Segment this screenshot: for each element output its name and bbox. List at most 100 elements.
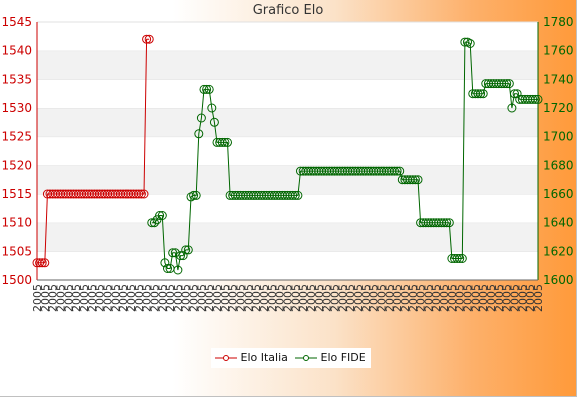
data-point-elo-italia bbox=[35, 258, 45, 268]
y-left-tick-label: 1530 bbox=[1, 101, 32, 115]
y-left-tick-label: 1510 bbox=[1, 216, 32, 230]
data-point-elo-fide bbox=[395, 166, 405, 176]
x-tick-label: 2005 bbox=[274, 284, 287, 312]
data-point-elo-fide bbox=[202, 84, 212, 94]
data-point-elo-fide bbox=[408, 175, 418, 185]
data-point-elo-fide bbox=[444, 218, 454, 228]
legend-swatch-italia bbox=[215, 355, 237, 361]
data-point-elo-fide bbox=[442, 218, 452, 228]
y-right-tick-label: 1740 bbox=[543, 72, 574, 86]
data-point-elo-fide bbox=[507, 103, 517, 113]
x-tick-label: 2005 bbox=[219, 284, 232, 312]
x-tick-label: 2005 bbox=[415, 284, 428, 312]
x-tick-label: 2005 bbox=[454, 284, 467, 312]
x-tick-label: 2005 bbox=[141, 284, 154, 312]
y-left-tick-label: 1500 bbox=[1, 273, 32, 287]
data-point-elo-fide bbox=[290, 190, 300, 200]
data-point-elo-italia bbox=[144, 34, 154, 44]
x-tick-label: 2005 bbox=[78, 284, 91, 312]
y-right-tick-label: 1760 bbox=[543, 44, 574, 58]
data-point-elo-fide bbox=[160, 258, 170, 268]
grid-band bbox=[37, 79, 538, 108]
data-point-elo-fide bbox=[196, 113, 206, 123]
y-left-tick-label: 1520 bbox=[1, 158, 32, 172]
data-point-elo-fide bbox=[181, 245, 191, 255]
y-right-tick-label: 1600 bbox=[543, 273, 574, 287]
data-point-elo-fide bbox=[217, 137, 227, 147]
data-point-elo-fide bbox=[220, 137, 230, 147]
legend-label-fide: Elo FIDE bbox=[320, 351, 366, 364]
data-point-elo-fide bbox=[530, 94, 540, 104]
grid-band bbox=[37, 165, 538, 194]
data-point-elo-italia bbox=[142, 34, 152, 44]
data-point-elo-italia bbox=[139, 189, 149, 199]
x-tick-label: 2005 bbox=[266, 284, 279, 312]
x-tick-label: 2005 bbox=[86, 284, 99, 312]
x-tick-label: 2005 bbox=[62, 284, 75, 312]
data-point-elo-fide bbox=[439, 218, 449, 228]
x-tick-label: 2005 bbox=[227, 284, 240, 312]
data-point-elo-fide bbox=[452, 254, 462, 263]
data-point-elo-fide bbox=[473, 89, 483, 99]
legend: Elo Italia Elo FIDE bbox=[211, 348, 371, 368]
data-point-elo-fide bbox=[499, 79, 509, 89]
x-tick-label: 2005 bbox=[407, 284, 420, 312]
grid-band bbox=[37, 222, 538, 252]
data-point-elo-fide bbox=[455, 254, 465, 263]
chart-title: Grafico Elo bbox=[252, 3, 324, 18]
x-tick-label: 2005 bbox=[313, 284, 326, 312]
data-point-elo-fide bbox=[149, 218, 159, 228]
x-tick-label: 2005 bbox=[360, 284, 373, 312]
data-point-elo-fide bbox=[390, 166, 399, 176]
x-tick-label: 2005 bbox=[125, 284, 138, 312]
x-tick-label: 2005 bbox=[469, 284, 482, 312]
x-tick-label: 2005 bbox=[133, 284, 146, 312]
data-point-elo-fide bbox=[512, 89, 522, 99]
data-point-elo-fide bbox=[510, 89, 519, 99]
y-left-tick-label: 1505 bbox=[1, 244, 32, 258]
x-tick-label: 2005 bbox=[462, 284, 475, 312]
x-tick-label: 2005 bbox=[501, 284, 514, 312]
x-tick-label: 2005 bbox=[509, 284, 522, 312]
x-tick-label: 2005 bbox=[172, 284, 185, 312]
data-point-elo-fide bbox=[191, 190, 201, 200]
y-left-tick-label: 1525 bbox=[1, 130, 32, 144]
x-tick-label: 2005 bbox=[352, 284, 365, 312]
y-left-tick-label: 1535 bbox=[1, 72, 32, 86]
y-left-tick-label: 1545 bbox=[1, 15, 32, 29]
y-right-tick-label: 1620 bbox=[543, 244, 574, 258]
x-tick-label: 2005 bbox=[211, 284, 224, 312]
data-point-elo-fide bbox=[533, 94, 543, 104]
data-point-elo-fide bbox=[410, 175, 420, 185]
data-point-elo-fide bbox=[147, 218, 157, 228]
data-point-elo-fide bbox=[168, 248, 178, 258]
data-point-elo-fide bbox=[223, 137, 232, 147]
data-point-elo-fide bbox=[155, 211, 165, 220]
data-point-elo-italia bbox=[136, 189, 146, 199]
x-tick-label: 2005 bbox=[242, 284, 255, 312]
grid-band bbox=[37, 108, 538, 137]
x-tick-label: 2005 bbox=[282, 284, 295, 312]
x-tick-label: 2005 bbox=[477, 284, 490, 312]
x-tick-label: 2005 bbox=[180, 284, 193, 312]
data-point-elo-fide bbox=[170, 248, 180, 258]
data-point-elo-fide bbox=[186, 192, 196, 202]
data-point-elo-fide bbox=[476, 89, 486, 99]
x-tick-label: 2005 bbox=[39, 284, 52, 312]
data-point-elo-fide bbox=[178, 251, 188, 261]
y-right-tick-label: 1680 bbox=[543, 158, 574, 172]
y-right-tick-label: 1660 bbox=[543, 187, 574, 201]
legend-label-italia: Elo Italia bbox=[240, 351, 288, 364]
x-tick-label: 2005 bbox=[188, 284, 201, 312]
x-tick-label: 2005 bbox=[109, 284, 122, 312]
x-tick-label: 2005 bbox=[446, 284, 459, 312]
data-point-elo-fide bbox=[207, 103, 217, 113]
x-tick-label: 2005 bbox=[375, 284, 388, 312]
x-tick-label: 2005 bbox=[391, 284, 404, 312]
data-point-elo-fide bbox=[199, 84, 209, 94]
data-point-elo-italia bbox=[40, 258, 50, 268]
x-tick-label: 2005 bbox=[117, 284, 130, 312]
x-tick-label: 2005 bbox=[438, 284, 451, 312]
y-right-tick-label: 1780 bbox=[543, 15, 574, 29]
